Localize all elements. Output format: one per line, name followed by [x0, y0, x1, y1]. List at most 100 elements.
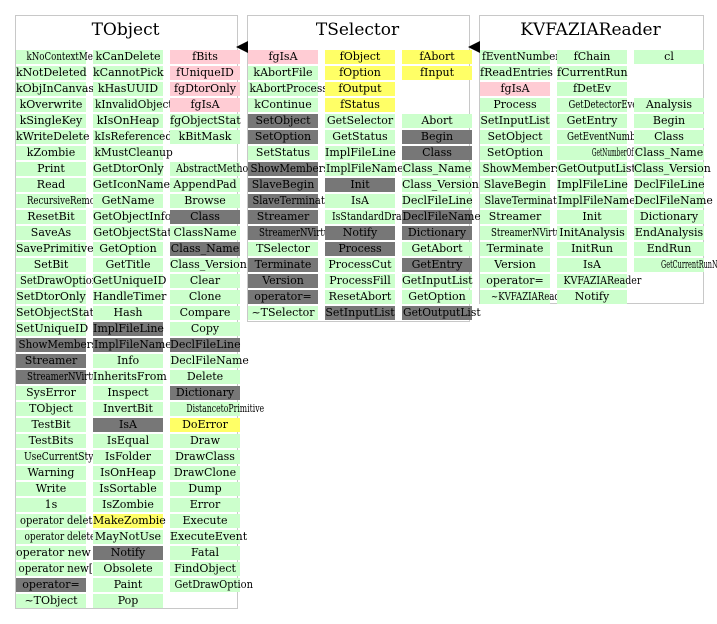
- member-label: kAbortFile: [253, 66, 313, 79]
- member-getoutputlist: GetOutputList: [557, 162, 636, 176]
- member-label: ImplFileLine: [557, 178, 628, 191]
- member-kisreferenced: kIsReferenced: [93, 130, 172, 144]
- member-label: SlaveBegin: [483, 178, 547, 191]
- member-label: SavePrimitive: [16, 242, 94, 255]
- member-issortable: IsSortable: [93, 482, 163, 496]
- member-label: kZombie: [26, 146, 76, 159]
- member-showmembers: ShowMembers: [480, 162, 561, 176]
- member-label: InitRun: [571, 242, 613, 255]
- member-label: kCannotPick: [93, 66, 164, 79]
- member-executeevent: ExecuteEvent: [170, 530, 247, 544]
- member-label: fUniqueID: [176, 66, 234, 79]
- member-kabortprocess: kAbortProcess: [248, 82, 328, 96]
- member-kcandelete: kCanDelete: [93, 50, 163, 64]
- member-getnumberofreadentries: GetNumberOfReadEntries: [557, 146, 670, 160]
- member-label: EndAnalysis: [634, 226, 704, 239]
- member-label: operator new[]: [18, 562, 97, 575]
- member-label: Delete: [186, 370, 224, 383]
- member-label: Clone: [188, 290, 222, 303]
- member-class-version: Class_Version: [170, 258, 247, 272]
- member-fgisa: fgIsA: [248, 50, 318, 64]
- member-declfilename: DeclFileName: [634, 194, 713, 208]
- member-analysis: Analysis: [634, 98, 704, 112]
- member-getoutputlist: GetOutputList: [402, 306, 481, 320]
- member-isa: IsA: [325, 194, 395, 208]
- member-kvfaziareader: KVFAZIAReader: [557, 274, 641, 288]
- member-label: DeclFileName: [170, 354, 249, 367]
- member-label: GetOutputList: [402, 306, 481, 319]
- member-setinputlist: SetInputList: [325, 306, 395, 320]
- member-label: Paint: [113, 578, 143, 591]
- member-label: fAbort: [419, 50, 455, 63]
- member-class: Class: [170, 210, 240, 224]
- member-implfilename: ImplFileName: [93, 338, 172, 352]
- member-maynotuse: MayNotUse: [93, 530, 163, 544]
- member-isonheap: IsOnHeap: [93, 466, 163, 480]
- member-gettitle: GetTitle: [93, 258, 163, 272]
- member-label: fEventNumber: [482, 50, 561, 63]
- member-label: Draw: [189, 434, 221, 447]
- member-label: GetObjectStat: [93, 226, 172, 239]
- member-foutput: fOutput: [325, 82, 395, 96]
- member-isa: IsA: [93, 418, 163, 432]
- member-getuniqueid: GetUniqueID: [93, 274, 166, 288]
- member-label: fReadEntries: [480, 66, 553, 79]
- member-label: ImplFileLine: [325, 146, 396, 159]
- member-label: RecursiveRemove: [26, 194, 105, 207]
- member-drawclass: DrawClass: [170, 450, 240, 464]
- member-label: Dictionary: [407, 226, 467, 239]
- member-implfilename: ImplFileName: [557, 194, 636, 208]
- member-compare: Compare: [170, 306, 240, 320]
- member-label: Compare: [179, 306, 231, 319]
- member-setdrawoption: SetDrawOption: [16, 274, 98, 288]
- member-fstatus: fStatus: [325, 98, 395, 112]
- member-label: GetInputList: [402, 274, 473, 287]
- member-label: operator=: [486, 274, 544, 287]
- member-label: GetDrawOption: [174, 578, 253, 591]
- member-label: kNotDeleted: [16, 66, 87, 79]
- member-iszombie: IsZombie: [93, 498, 163, 512]
- member-label: ImplFileName: [325, 162, 404, 175]
- member-resetabort: ResetAbort: [325, 290, 395, 304]
- member-label: AbstractMethod: [176, 162, 255, 175]
- member-label: GetStatus: [332, 130, 388, 143]
- member-label: fBits: [192, 50, 218, 63]
- member-label: fChain: [573, 50, 611, 63]
- member-invertbit: InvertBit: [93, 402, 163, 416]
- member-getentry: GetEntry: [402, 258, 472, 272]
- member-fchain: fChain: [557, 50, 627, 64]
- member-operator-delete: operator delete[]: [16, 530, 102, 544]
- member-label: ImplFileName: [93, 338, 172, 351]
- member-label: Streamer: [256, 210, 310, 223]
- member-implfileline: ImplFileLine: [557, 178, 628, 192]
- member-label: fStatus: [340, 98, 380, 111]
- member-endrun: EndRun: [634, 242, 704, 256]
- member-operator-new: operator new[]: [16, 562, 97, 576]
- member-draw: Draw: [170, 434, 240, 448]
- member-label: Class_Name: [402, 162, 472, 175]
- member-label: SetInputList: [325, 306, 395, 319]
- member-showmembers: ShowMembers: [248, 162, 329, 176]
- member-label: IsEqual: [106, 434, 150, 447]
- member-isequal: IsEqual: [93, 434, 163, 448]
- member-label: operator delete: [20, 514, 99, 527]
- member-resetbit: ResetBit: [16, 210, 86, 224]
- member-streamernvirtual: StreamerNVirtual: [16, 370, 105, 384]
- member-label: SetBit: [33, 258, 69, 271]
- member-label: fOutput: [338, 82, 382, 95]
- member-label: ~TSelector: [251, 306, 315, 319]
- member-fbits: fBits: [170, 50, 240, 64]
- member-label: UseCurrentStyle: [23, 450, 102, 463]
- member-kcontinue: kContinue: [248, 98, 318, 112]
- member-label: DoError: [182, 418, 228, 431]
- member-label: kNoContextMenu: [26, 50, 105, 63]
- member-setoption: SetOption: [480, 146, 550, 160]
- member-process: Process: [325, 242, 395, 256]
- member-kinvalidobject: kInvalidObject: [93, 98, 173, 112]
- member-label: ShowMembers: [18, 338, 97, 351]
- member-saveas: SaveAs: [16, 226, 86, 240]
- member-version: Version: [480, 258, 550, 272]
- member-label: operator=: [254, 290, 312, 303]
- member-label: fgIsA: [500, 82, 530, 95]
- member-label: fCurrentRun: [557, 66, 628, 79]
